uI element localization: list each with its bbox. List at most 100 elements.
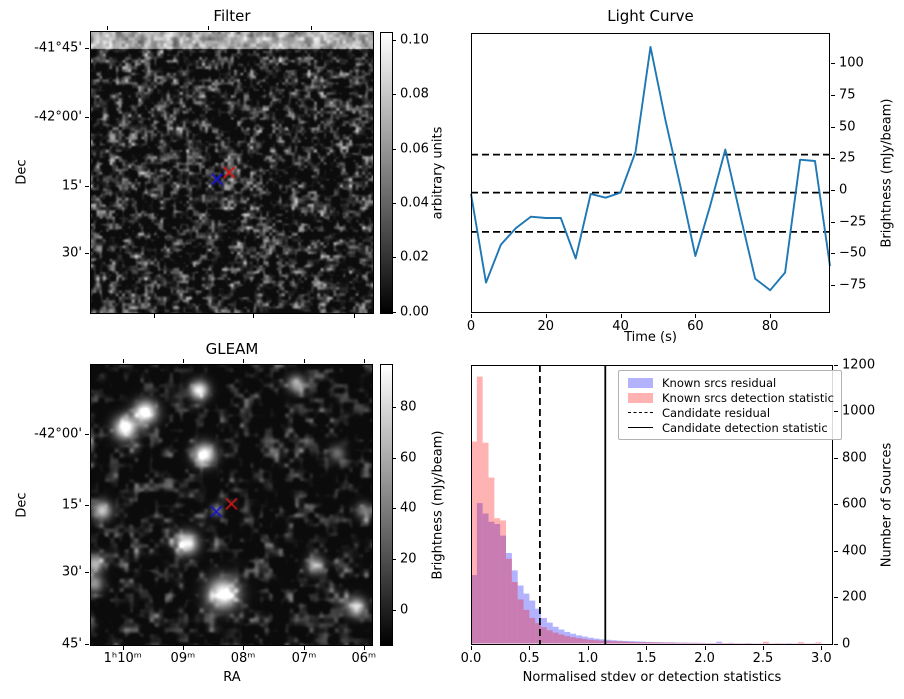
- histogram-xlabel: Normalised stdev or detection statistics: [522, 670, 782, 685]
- tick-mark: [834, 365, 838, 366]
- tick-mark: [821, 646, 823, 650]
- histogram-bar: [517, 585, 524, 644]
- histogram-bar: [552, 632, 559, 644]
- histogram-bar: [675, 642, 682, 644]
- filter-colorbar: [380, 32, 393, 314]
- tick-mark: [363, 646, 365, 650]
- tick-label: 06ᵐ: [351, 651, 377, 666]
- tick-mark: [393, 94, 396, 96]
- histogram-bar: [482, 513, 489, 644]
- histogram-bar: [646, 642, 652, 644]
- tick-label: 0.10: [400, 32, 429, 48]
- tick-mark: [834, 457, 838, 459]
- histogram-bar: [669, 642, 676, 644]
- tick-label: 15': [61, 497, 82, 513]
- histogram-bar: [494, 518, 501, 644]
- tick-mark: [831, 253, 835, 255]
- red-patch-swatch: [628, 392, 653, 403]
- tick-label: 0: [842, 636, 851, 651]
- filter-ylabel: Dec: [14, 159, 30, 185]
- histogram-bar: [500, 535, 507, 644]
- tick-mark: [85, 252, 89, 254]
- histogram-bar: [529, 600, 536, 644]
- tick-label: 2.0: [694, 651, 715, 666]
- histogram-bar: [599, 639, 606, 644]
- tick-mark: [85, 48, 89, 50]
- histogram-bar: [797, 642, 804, 644]
- lightcurve-ylabel: Brightness (mJy/beam): [879, 98, 895, 248]
- legend-label: Known srcs residual: [662, 375, 777, 390]
- tick-mark: [831, 126, 835, 128]
- histogram-bar: [663, 642, 670, 644]
- tick-mark: [182, 646, 184, 650]
- tick-mark: [353, 314, 355, 318]
- tick-mark: [393, 508, 396, 510]
- histogram-bar: [546, 622, 553, 644]
- tick-label: 800: [842, 450, 867, 466]
- lightcurve-xlabel: Time (s): [624, 330, 677, 345]
- tick-mark: [122, 646, 124, 650]
- histogram-bar: [652, 642, 658, 644]
- tick-mark: [363, 359, 365, 363]
- histogram-bar: [634, 642, 641, 644]
- gleam-colorbar-label: Brightness (mJy/beam): [430, 430, 446, 580]
- histogram-bar: [815, 642, 822, 644]
- tick-label: 0: [400, 602, 409, 618]
- tick-label: 1ʰ10ᵐ: [103, 651, 142, 666]
- tick-mark: [834, 504, 838, 506]
- histogram-bar: [698, 642, 705, 644]
- dashed-line-swatch: [628, 412, 653, 413]
- histogram-bar: [687, 642, 693, 644]
- histogram-bar: [593, 640, 600, 644]
- histogram-bar: [500, 520, 507, 644]
- histogram-bar: [587, 637, 594, 644]
- tick-label: 20: [400, 551, 417, 567]
- histogram-bar: [546, 630, 553, 644]
- tick-label: 08ᵐ: [230, 651, 256, 666]
- tick-label: 100: [839, 55, 864, 71]
- tick-mark: [393, 610, 396, 611]
- histogram-bar: [529, 617, 536, 644]
- tick-label: 75: [839, 87, 856, 103]
- tick-label: 40: [612, 319, 629, 334]
- tick-mark: [831, 63, 835, 65]
- histogram-bar: [576, 638, 582, 644]
- histogram-bar: [581, 639, 588, 644]
- histogram-bar: [482, 442, 489, 644]
- tick-mark: [834, 411, 838, 413]
- tick-mark: [393, 311, 396, 313]
- gleam-xlabel: RA: [223, 670, 241, 685]
- histogram-bar: [535, 608, 542, 644]
- tick-mark: [529, 646, 531, 650]
- legend-item-candidate-residual: Candidate residual: [628, 406, 834, 420]
- histogram-bar: [646, 641, 652, 644]
- histogram-bar: [640, 642, 647, 644]
- histogram-plot: [471, 365, 833, 645]
- tick-mark: [154, 314, 156, 318]
- histogram-bar: [506, 552, 512, 644]
- histogram-bar: [506, 558, 512, 644]
- tick-mark: [831, 221, 835, 223]
- histogram-bar: [587, 639, 594, 644]
- tick-mark: [182, 359, 184, 363]
- tick-mark: [85, 643, 89, 645]
- legend-item-known-detection: Known srcs detection statistic: [628, 391, 834, 405]
- tick-label: 09ᵐ: [170, 651, 196, 666]
- histogram-bar: [570, 633, 577, 644]
- histogram-bar: [616, 641, 623, 644]
- gleam-title: GLEAM: [205, 340, 259, 358]
- histogram-bar: [657, 642, 664, 644]
- tick-mark: [587, 646, 589, 650]
- tick-label: -41°45': [34, 40, 82, 56]
- histogram-bar: [669, 642, 676, 644]
- tick-mark: [393, 40, 396, 41]
- gleam-ylabel: Dec: [14, 492, 30, 518]
- tick-mark: [253, 314, 255, 318]
- tick-label: 60: [687, 319, 704, 334]
- tick-mark: [471, 314, 472, 318]
- histogram-bar: [762, 641, 769, 644]
- histogram-bar: [599, 640, 606, 644]
- tick-label: 0.04: [400, 195, 429, 211]
- histogram-bar: [616, 640, 623, 644]
